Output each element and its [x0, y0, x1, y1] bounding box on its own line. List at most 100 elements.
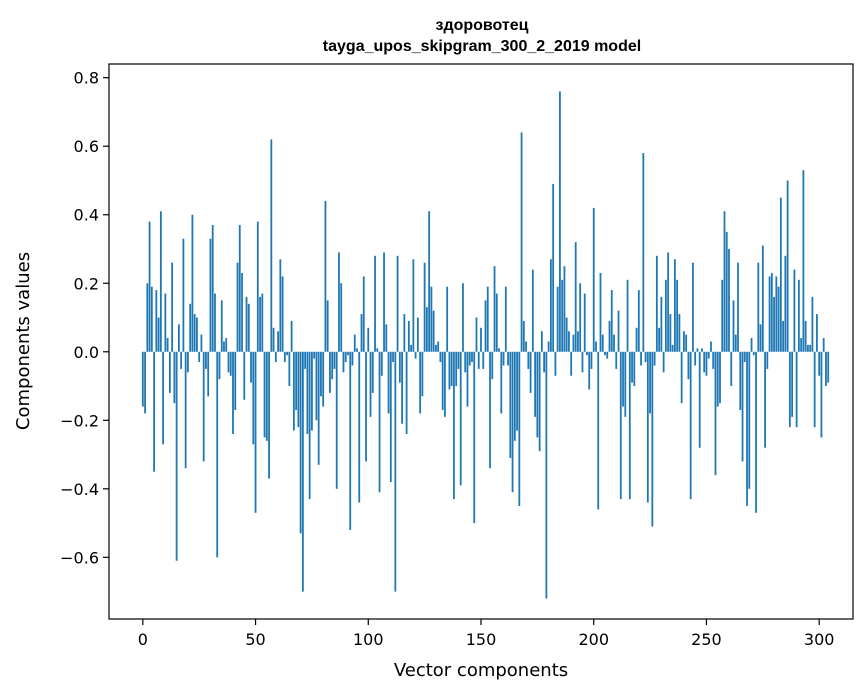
bar-228: [655, 255, 658, 352]
chart-title: здоровотец: [436, 17, 529, 34]
bar-1: [144, 351, 146, 414]
bar-11: [166, 338, 169, 352]
bar-115: [401, 351, 403, 424]
bar-259: [725, 231, 728, 352]
bar-54: [263, 351, 266, 438]
bar-55: [265, 351, 268, 441]
bar-128: [430, 286, 433, 352]
bar-125: [423, 262, 426, 352]
bar-208: [610, 290, 613, 352]
bar-49: [252, 351, 255, 445]
bars-group: [141, 91, 830, 599]
bar-156: [493, 266, 496, 352]
y-tick-label: −0.6: [60, 548, 99, 567]
bar-247: [698, 351, 701, 448]
bar-188: [565, 317, 568, 352]
bar-108: [385, 324, 388, 352]
bar-250: [705, 351, 708, 376]
bar-132: [439, 351, 442, 363]
plot-frame: [108, 63, 854, 620]
bar-35: [220, 300, 223, 352]
bar-174: [534, 351, 537, 417]
bar-37: [225, 338, 228, 352]
bar-15: [175, 351, 178, 561]
bar-255: [716, 351, 719, 407]
bar-211: [617, 310, 620, 352]
bar-21: [189, 303, 192, 352]
bar-94: [353, 334, 356, 352]
bar-234: [669, 314, 672, 352]
bar-289: [793, 269, 796, 352]
bar-281: [775, 276, 778, 352]
y-tick-label: 0.2: [74, 274, 99, 293]
bar-129: [432, 310, 435, 352]
bar-172: [529, 351, 532, 393]
bar-166: [516, 351, 518, 431]
bar-71: [301, 351, 304, 592]
bar-213: [622, 351, 624, 407]
bar-84: [331, 351, 334, 380]
bar-258: [723, 211, 726, 352]
bar-232: [664, 279, 667, 352]
bar-286: [786, 180, 789, 352]
bar-253: [712, 351, 715, 369]
bar-165: [513, 351, 516, 441]
bar-139: [455, 351, 458, 387]
bar-265: [739, 351, 742, 411]
bar-202: [597, 351, 600, 510]
bar-169: [522, 320, 525, 352]
y-tick-label: 0.4: [74, 206, 99, 225]
bar-86: [335, 351, 338, 489]
bar-257: [721, 279, 724, 352]
bar-161: [504, 286, 507, 352]
bar-143: [464, 351, 467, 373]
bar-75: [311, 351, 313, 431]
bar-51: [256, 221, 259, 352]
bar-0: [141, 351, 144, 407]
bar-243: [689, 351, 692, 500]
bar-254: [714, 351, 717, 476]
bar-182: [552, 183, 555, 352]
bar-65: [288, 351, 291, 387]
bar-190: [570, 351, 573, 376]
bar-72: [304, 351, 307, 369]
bar-162: [507, 351, 509, 366]
bar-3: [148, 221, 151, 352]
bar-120: [412, 259, 415, 352]
bar-30: [209, 238, 212, 352]
bar-89: [342, 351, 345, 373]
bar-38: [227, 351, 230, 373]
bar-27: [202, 351, 205, 462]
bar-185: [559, 91, 561, 352]
bar-209: [613, 334, 615, 352]
bar-153: [486, 286, 489, 352]
bar-58: [272, 327, 275, 352]
bar-82: [326, 300, 329, 352]
bar-41: [234, 351, 237, 411]
bar-198: [588, 351, 591, 390]
bar-191: [572, 334, 575, 352]
bar-268: [746, 351, 748, 506]
bar-50: [254, 351, 257, 513]
bar-64: [286, 351, 289, 356]
bar-61: [279, 259, 282, 352]
bar-221: [640, 351, 642, 366]
bar-229: [658, 327, 661, 352]
bar-231: [662, 351, 665, 373]
bar-283: [779, 197, 782, 352]
bar-17: [180, 351, 183, 369]
bar-233: [667, 252, 670, 352]
bar-73: [306, 351, 309, 434]
bar-176: [538, 351, 541, 452]
bar-224: [646, 351, 649, 503]
bar-218: [633, 351, 636, 387]
bar-77: [315, 351, 318, 421]
bar-39: [229, 351, 232, 376]
bar-145: [468, 351, 471, 366]
bar-230: [660, 296, 663, 352]
bar-304: [827, 351, 830, 383]
bar-146: [471, 351, 473, 363]
bar-298: [813, 351, 816, 428]
bar-193: [577, 331, 579, 352]
